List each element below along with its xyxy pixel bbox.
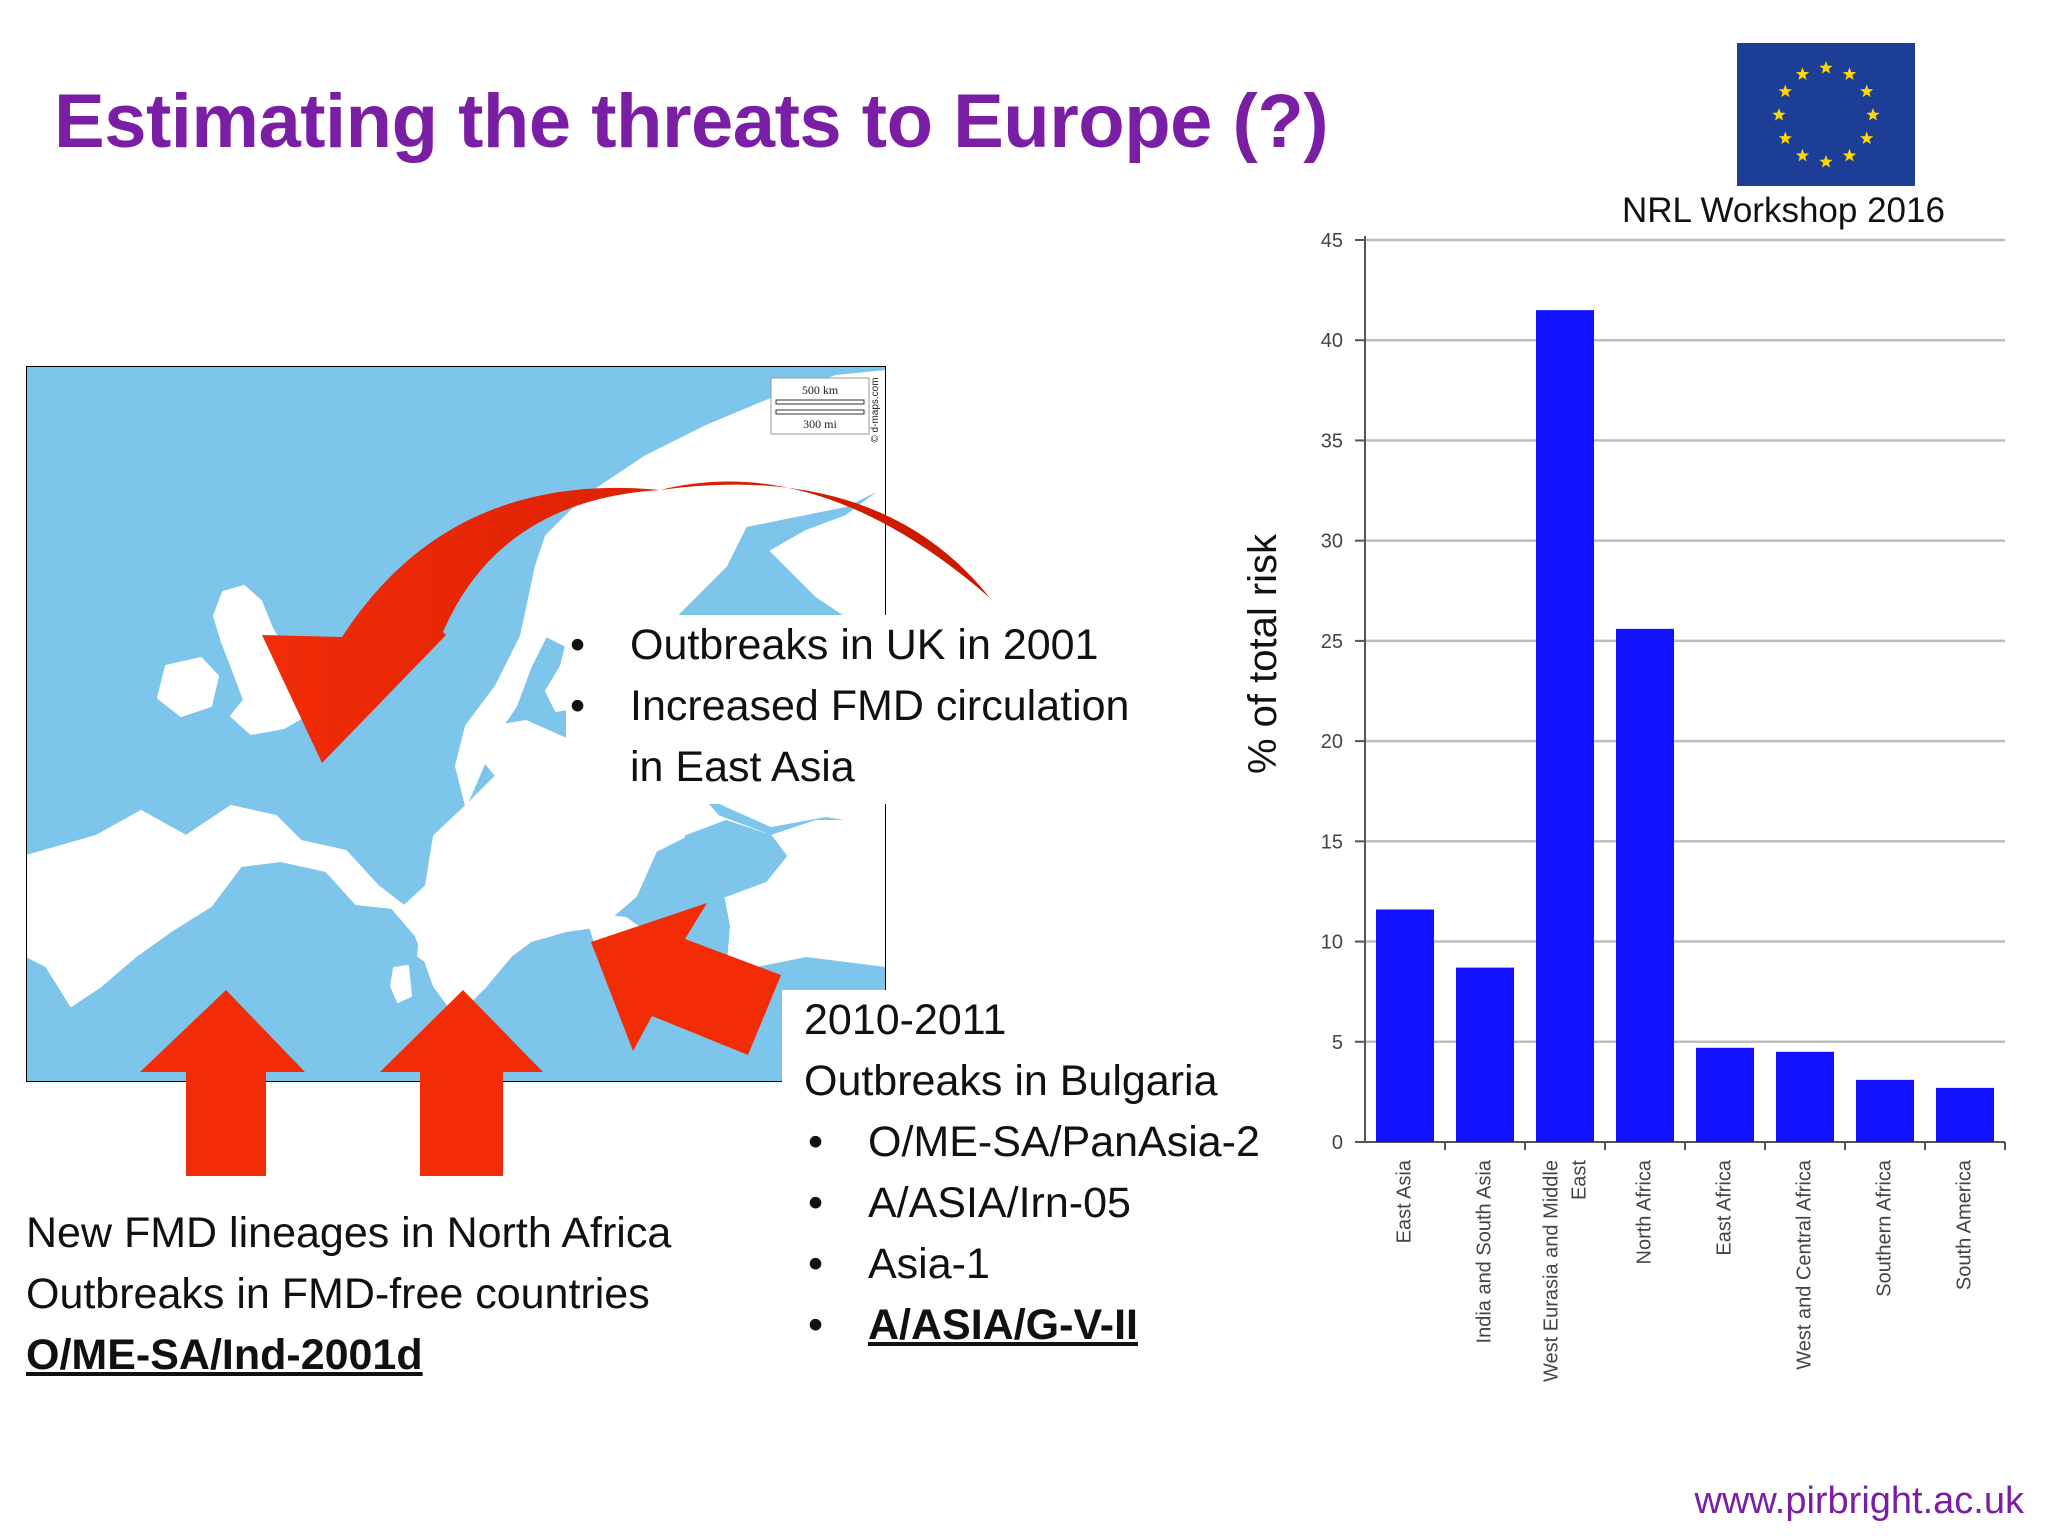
eu-star-icon	[1866, 108, 1880, 121]
x-tick-label: South America	[1953, 1159, 1975, 1290]
eu-star-icon	[1778, 84, 1792, 98]
bulgaria-note: 2010-2011 Outbreaks in Bulgaria O/ME-SA/…	[782, 990, 1270, 1362]
uk-note: Outbreaks in UK in 2001 Increased FMD ci…	[566, 615, 1150, 804]
scale-mi-label: 300 mi	[803, 417, 837, 431]
y-tick-label: 40	[1321, 330, 1343, 352]
bulgaria-heading: Outbreaks in Bulgaria	[804, 1057, 1218, 1105]
bar	[1696, 1047, 1754, 1142]
y-tick-label: 30	[1321, 531, 1343, 553]
bar	[1936, 1087, 1994, 1142]
eu-star-icon	[1795, 148, 1810, 162]
x-tick-label: India and South Asia	[1473, 1159, 1495, 1343]
scale-km-label: 500 km	[802, 383, 839, 397]
africa-lineage: O/ME-SA/Ind-2001d	[26, 1331, 423, 1379]
bar	[1856, 1079, 1914, 1142]
risk-bar-chart: % of total risk 0 5 10 15 20 25 30 35 40 45 East A…	[1241, 230, 2006, 1382]
eu-star-icon	[1860, 131, 1874, 145]
uk-bullet: Outbreaks in UK in 2001	[566, 615, 1129, 676]
page-title: Estimating the threats to Europe (?)	[54, 79, 1329, 164]
bar	[1376, 909, 1434, 1142]
map-credit: © d-maps.com	[870, 377, 881, 442]
africa-line: New FMD lineages in North Africa	[26, 1209, 672, 1257]
y-tick-label: 5	[1332, 1032, 1343, 1054]
bar	[1536, 310, 1594, 1143]
x-tick-label: East Africa	[1713, 1159, 1735, 1255]
y-tick-label: 20	[1321, 731, 1343, 753]
bulgaria-bullet: O/ME-SA/PanAsia-2	[804, 1112, 1260, 1173]
bar	[1616, 628, 1674, 1142]
arrow-central-africa	[380, 990, 543, 1176]
x-tick-label: West and Central Africa	[1793, 1159, 1815, 1370]
y-tick-label: 35	[1321, 430, 1343, 452]
bulgaria-bullet: Asia-1	[804, 1234, 1260, 1295]
africa-line: Outbreaks in FMD-free countries	[26, 1270, 650, 1318]
arrow-west-africa	[140, 990, 305, 1176]
eu-star-icon	[1819, 155, 1833, 168]
bar	[1776, 1051, 1834, 1142]
bulgaria-bullet: A/ASIA/Irn-05	[804, 1173, 1260, 1234]
threat-arrows	[140, 481, 990, 1176]
x-tick-label: East Asia	[1393, 1159, 1415, 1243]
x-tick-label: North Africa	[1633, 1159, 1655, 1264]
y-tick-label: 25	[1321, 631, 1343, 653]
x-tick-label: Southern Africa	[1873, 1159, 1895, 1297]
x-tick-label: East	[1568, 1160, 1590, 1200]
bar	[1456, 967, 1514, 1142]
uk-bullet: Increased FMD circulation	[566, 676, 1129, 737]
x-tick-label: West Eurasia and Middle	[1540, 1160, 1562, 1382]
arrow-middle-east	[591, 903, 781, 1055]
workshop-label: NRL Workshop 2016	[1622, 191, 1945, 230]
uk-continuation: in East Asia	[630, 743, 855, 791]
bulgaria-years: 2010-2011	[804, 996, 1007, 1044]
eu-star-icon	[1772, 108, 1786, 121]
y-tick-label: 45	[1321, 230, 1343, 252]
eu-star-icon	[1819, 61, 1833, 74]
eu-star-icon	[1842, 67, 1857, 80]
eu-star-icon	[1860, 84, 1874, 98]
curved-arrow-east-asia	[262, 481, 990, 763]
y-tick-label: 0	[1332, 1132, 1343, 1154]
y-tick-label: 10	[1321, 932, 1343, 954]
bulgaria-bullet-highlight: A/ASIA/G-V-II	[868, 1301, 1138, 1349]
africa-note: New FMD lineages in North Africa Outbrea…	[26, 1203, 682, 1386]
footer-url[interactable]: www.pirbright.ac.uk	[1694, 1480, 2024, 1522]
y-tick-label: 15	[1321, 831, 1343, 853]
eu-star-icon	[1842, 148, 1857, 162]
eu-star-icon	[1795, 67, 1810, 80]
map-scale-bar: 500 km 300 mi © d-maps.com	[770, 377, 881, 443]
eu-star-icon	[1778, 131, 1792, 145]
y-axis-title: % of total risk	[1241, 533, 1285, 774]
eu-flag-icon	[1737, 43, 1915, 186]
